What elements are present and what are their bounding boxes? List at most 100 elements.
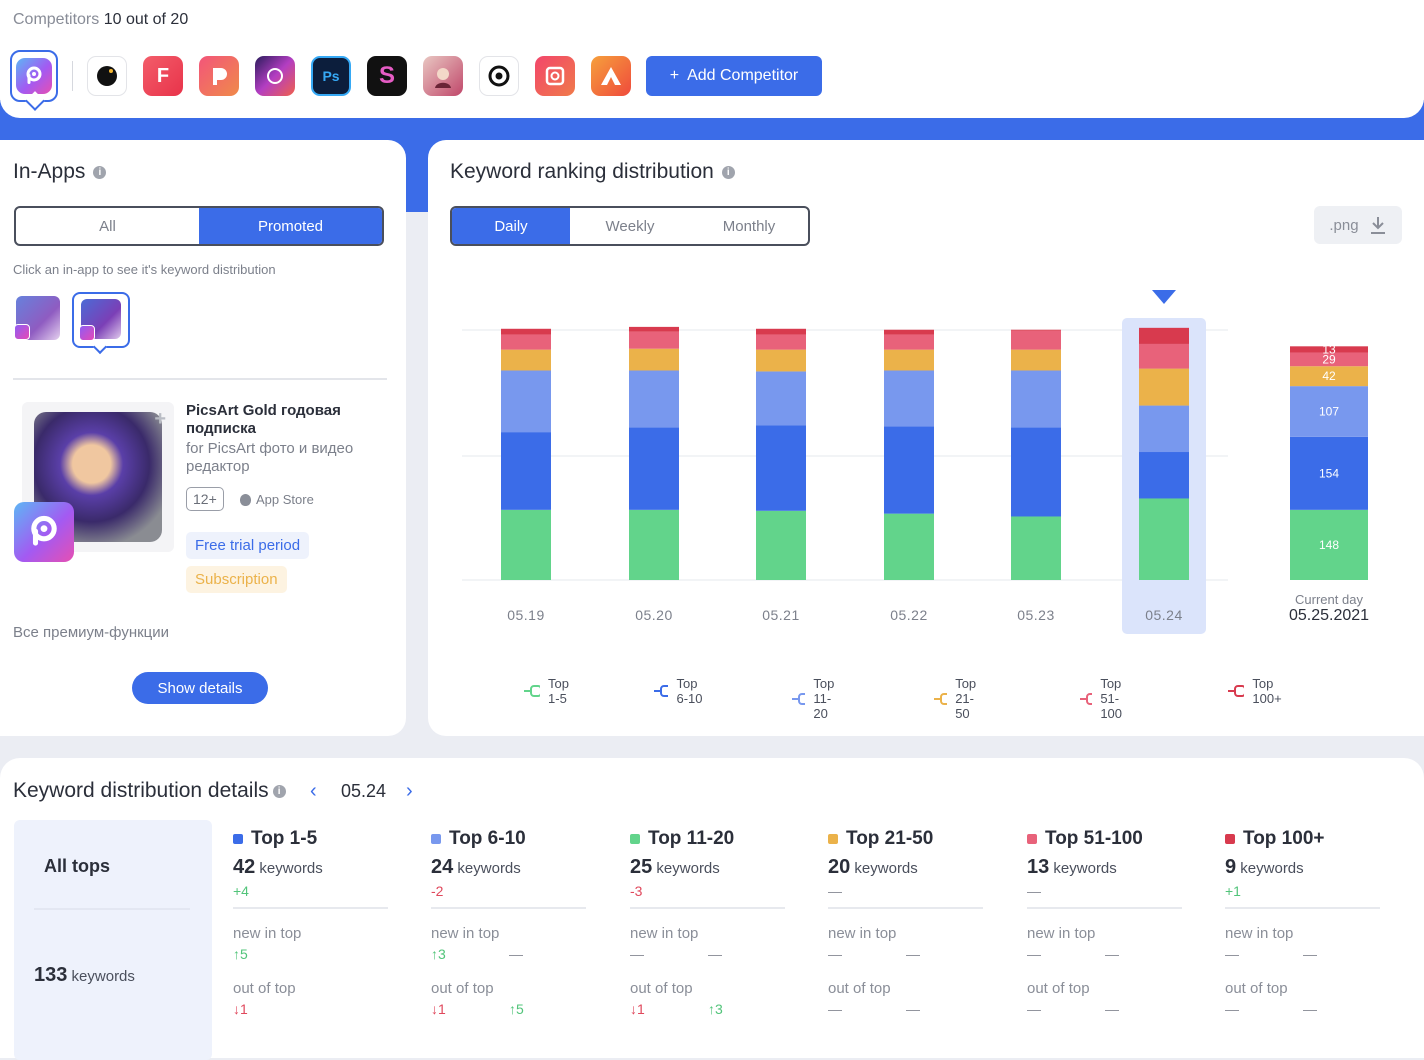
- divider: [431, 907, 586, 909]
- bar-segment-top-11-20: [884, 370, 934, 427]
- competitor-inshot-icon[interactable]: [535, 56, 575, 96]
- legend-item[interactable]: Top 51-100: [1080, 676, 1134, 721]
- bar-segment-top-100-: [1011, 329, 1061, 331]
- subscription-badge: Subscription: [186, 566, 287, 593]
- tab-weekly[interactable]: Weekly: [605, 217, 655, 235]
- competitor-p-icon[interactable]: [199, 56, 239, 96]
- legend-item[interactable]: Top 6-10: [654, 676, 707, 706]
- detail-column[interactable]: Top 21-50 20 keywords — new in top — — ou…: [828, 828, 988, 1019]
- detail-change: +1: [1225, 883, 1241, 899]
- bar-value-label: 42: [1322, 369, 1336, 383]
- all-tops-label: All tops: [44, 856, 110, 876]
- new-in-top-values: — —: [1027, 946, 1119, 962]
- competitor-dot-icon[interactable]: [87, 56, 127, 96]
- inapp-thumb-2-selected[interactable]: [72, 292, 130, 348]
- new-in-top-label: new in top: [233, 925, 302, 942]
- plus-icon[interactable]: +: [154, 408, 166, 430]
- bar-segment-top-21-50: [1011, 349, 1061, 371]
- bar-segment-top-11-20: [756, 371, 806, 426]
- next-date-chevron-icon[interactable]: ›: [406, 780, 413, 802]
- detail-change: +4: [233, 883, 249, 899]
- bar-value-label: 13: [1322, 342, 1336, 356]
- tab-all[interactable]: All: [99, 217, 116, 235]
- color-square-icon: [233, 834, 243, 844]
- bar-segment-top-21-50: [1139, 368, 1189, 406]
- legend-item[interactable]: Top 1-5: [524, 676, 577, 706]
- legend-marker-icon: [1228, 685, 1245, 697]
- x-tick-label: 05.22: [890, 607, 928, 623]
- detail-keyword-count: 42 keywords: [233, 856, 323, 878]
- all-tops-box[interactable]: All tops 133 keywords: [14, 820, 212, 1060]
- color-square-icon: [630, 834, 640, 844]
- competitor-s-icon[interactable]: S: [367, 56, 407, 96]
- competitor-picsart-selected[interactable]: [10, 50, 58, 102]
- legend-marker-icon: [934, 692, 948, 705]
- bar-value-label: 29: [1322, 352, 1336, 366]
- details-title: Keyword distribution details i: [13, 779, 286, 803]
- competitors-panel: Competitors 10 out of 20 F Ps S + Add Com…: [0, 0, 1424, 118]
- info-icon[interactable]: i: [272, 784, 286, 798]
- tab-monthly[interactable]: Monthly: [722, 217, 776, 235]
- detail-change: —: [828, 883, 842, 899]
- new-in-top-label: new in top: [1225, 925, 1294, 942]
- add-competitor-button[interactable]: + Add Competitor: [646, 56, 822, 96]
- competitor-a-icon[interactable]: [591, 56, 631, 96]
- bar-segment-top-6-10: [1011, 427, 1061, 517]
- detail-column[interactable]: Top 11-20 25 keywords -3 new in top — — o…: [630, 828, 790, 1019]
- out-of-top-values: — —: [1027, 1001, 1119, 1017]
- detail-column[interactable]: Top 6-10 24 keywords -2 new in top ↑3— o…: [431, 828, 591, 1019]
- new-in-top-label: new in top: [431, 925, 500, 942]
- detail-column-title: Top 1-5: [233, 828, 393, 850]
- legend-item[interactable]: Top 11-20: [792, 676, 845, 721]
- divider: [828, 907, 983, 909]
- competitor-face-icon[interactable]: [423, 56, 463, 96]
- legend-item[interactable]: Top 100+: [1228, 676, 1289, 706]
- legend-label: Top 100+: [1252, 676, 1282, 706]
- detail-column-title: Top 11-20: [630, 828, 790, 850]
- inapps-title: In-Apps i: [13, 160, 107, 184]
- legend-label: Top 1-5: [548, 676, 569, 706]
- divider: [1225, 907, 1380, 909]
- bar-segment-top-1-5: [756, 510, 806, 580]
- download-icon: [1370, 217, 1385, 234]
- export-png-button[interactable]: .png: [1314, 206, 1402, 244]
- bar-segment-top-1-5: [1011, 516, 1061, 580]
- detail-keyword-count: 9 keywords: [1225, 856, 1304, 878]
- tab-promoted[interactable]: Promoted: [199, 208, 382, 244]
- competitor-f-icon[interactable]: F: [143, 56, 183, 96]
- bar-segment-top-6-10: [884, 426, 934, 514]
- competitor-lens-icon[interactable]: [255, 56, 295, 96]
- out-of-top-values: — —: [828, 1001, 920, 1017]
- show-details-button[interactable]: Show details: [132, 672, 268, 704]
- detail-column[interactable]: Top 1-5 42 keywords +4 new in top ↑5 out…: [233, 828, 393, 1019]
- out-of-top-label: out of top: [431, 980, 494, 997]
- new-in-top-values: ↑3—: [431, 946, 523, 962]
- tab-daily[interactable]: Daily: [452, 208, 570, 244]
- bar-segment-top-21-50: [501, 349, 551, 371]
- details-date: 05.24: [341, 781, 387, 801]
- bar-segment-top-51-100: [1139, 343, 1189, 369]
- apple-icon: [240, 493, 251, 506]
- bar-segment-top-21-50: [629, 348, 679, 371]
- x-tick-label: 05.21: [762, 607, 800, 623]
- divider: [72, 61, 73, 91]
- bar-segment-top-100-: [756, 328, 806, 335]
- prev-date-chevron-icon[interactable]: ‹: [310, 780, 317, 802]
- competitor-camera-icon[interactable]: [479, 56, 519, 96]
- legend-item[interactable]: Top 21-50: [934, 676, 987, 721]
- color-square-icon: [1225, 834, 1235, 844]
- detail-column-title: Top 100+: [1225, 828, 1385, 850]
- info-icon[interactable]: i: [93, 165, 107, 179]
- legend-label: Top 6-10: [676, 676, 703, 706]
- detail-column-title: Top 51-100: [1027, 828, 1187, 850]
- legend-marker-icon: [524, 685, 541, 697]
- age-rating: 12+: [186, 487, 224, 511]
- info-icon[interactable]: i: [721, 165, 735, 179]
- competitor-ps-icon[interactable]: Ps: [311, 56, 351, 96]
- detail-column[interactable]: Top 100+ 9 keywords +1 new in top — — out…: [1225, 828, 1385, 1019]
- current-day-date: 05.25.2021: [1288, 607, 1370, 624]
- legend-marker-icon: [1080, 692, 1093, 705]
- detail-column[interactable]: Top 51-100 13 keywords — new in top — — o…: [1027, 828, 1187, 1019]
- new-in-top-values: — —: [828, 946, 920, 962]
- period-tabs: Daily Weekly Monthly: [450, 206, 810, 246]
